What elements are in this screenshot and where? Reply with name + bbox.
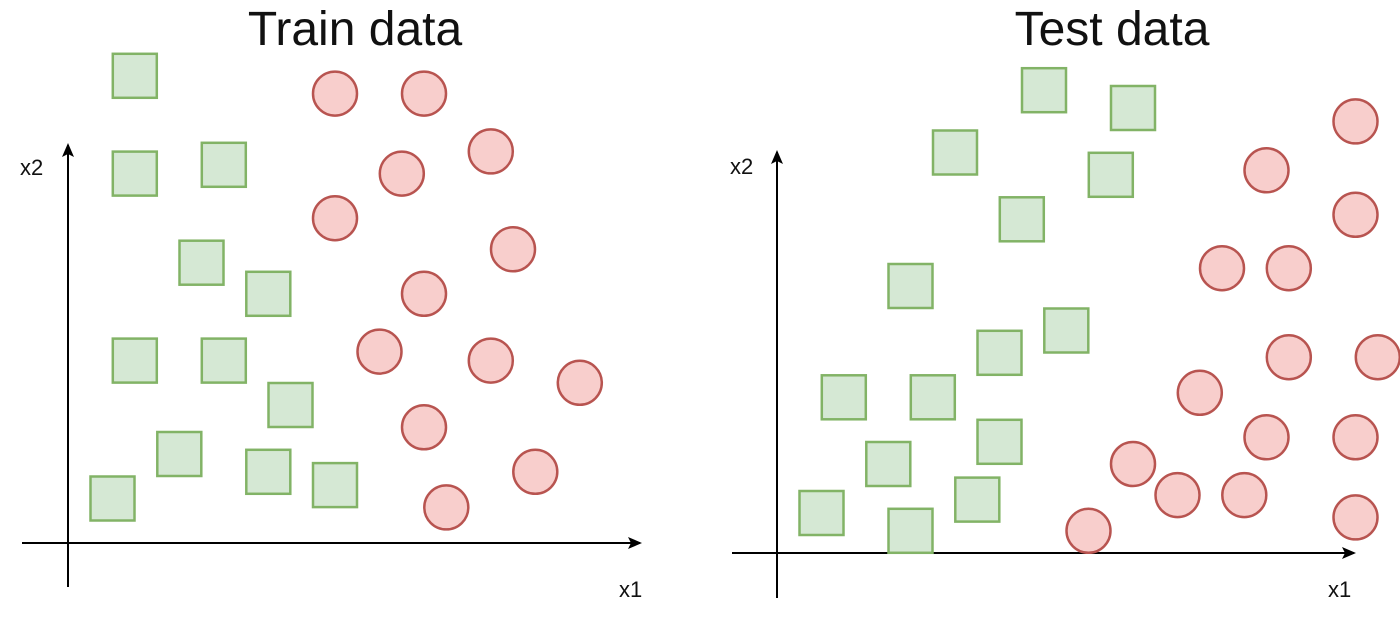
test-circle-point-3	[1332, 191, 1379, 239]
test-square-point-13	[954, 476, 1001, 523]
test-square-point-7	[1043, 307, 1090, 354]
test-circle-point-11	[1109, 440, 1157, 488]
train-circle-point-6	[489, 226, 537, 273]
train-circle-point-1	[311, 70, 359, 117]
train-circle-point-9	[467, 337, 515, 384]
test-circle-point-7	[1354, 333, 1400, 381]
test-square-point-12	[865, 440, 912, 488]
train-square-point-9	[156, 430, 203, 478]
test-panel-title: Test data	[1014, 3, 1210, 56]
test-circle-point-6	[1265, 333, 1313, 381]
train-square-point-6	[111, 337, 159, 384]
test-square-point-10	[909, 374, 957, 421]
train-square-point-7	[200, 337, 248, 384]
test-panel	[732, 66, 1400, 598]
test-x-axis-label: x1	[1328, 577, 1352, 602]
test-circle-point-14	[1332, 494, 1379, 541]
test-square-point-15	[887, 507, 934, 555]
test-square-point-3	[931, 129, 979, 176]
test-circle-point-2	[1243, 147, 1290, 194]
train-square-point-11	[311, 461, 359, 509]
train-circle-point-10	[556, 359, 604, 407]
test-square-point-9	[820, 374, 868, 421]
train-circle-point-5	[311, 194, 359, 242]
test-square-point-11	[976, 418, 1023, 466]
train-square-point-10	[245, 448, 292, 496]
test-circle-point-9	[1243, 414, 1290, 461]
test-square-point-8	[976, 329, 1023, 377]
test-circle-point-13	[1221, 471, 1268, 519]
train-y-axis-label: x2	[20, 155, 44, 180]
test-circle-point-15	[1065, 507, 1112, 555]
test-square-point-5	[998, 196, 1046, 243]
test-square-point-2	[1109, 84, 1157, 132]
train-panel-title: Train data	[247, 3, 463, 56]
train-circle-point-7	[400, 270, 448, 318]
test-circle-point-4	[1198, 244, 1246, 292]
test-circle-point-5	[1265, 244, 1313, 292]
train-square-point-2	[111, 150, 159, 197]
test-circle-point-10	[1332, 414, 1379, 461]
train-circle-point-8	[356, 328, 403, 375]
train-square-point-1	[111, 52, 159, 100]
train-square-point-3	[200, 141, 248, 189]
train-square-point-12	[89, 475, 136, 522]
test-y-axis-label: x2	[730, 154, 754, 179]
train-x-axis-label: x1	[619, 577, 643, 602]
test-circle-point-12	[1154, 471, 1201, 519]
train-circle-point-3	[467, 128, 515, 175]
test-circle-point-1	[1332, 98, 1379, 145]
test-square-point-14	[798, 489, 845, 537]
test-square-point-4	[1087, 151, 1135, 199]
train-square-point-5	[245, 270, 292, 318]
test-square-point-1	[1020, 66, 1068, 114]
train-circle-point-12	[512, 448, 559, 496]
train-circle-point-11	[400, 404, 448, 451]
train-panel	[22, 52, 642, 587]
train-square-point-4	[178, 239, 225, 286]
train-square-point-8	[267, 381, 314, 429]
test-square-point-6	[887, 262, 934, 310]
train-circle-point-13	[423, 484, 470, 531]
train-circle-point-2	[400, 70, 448, 117]
train-circle-point-4	[378, 150, 426, 197]
test-circle-point-8	[1176, 369, 1224, 417]
